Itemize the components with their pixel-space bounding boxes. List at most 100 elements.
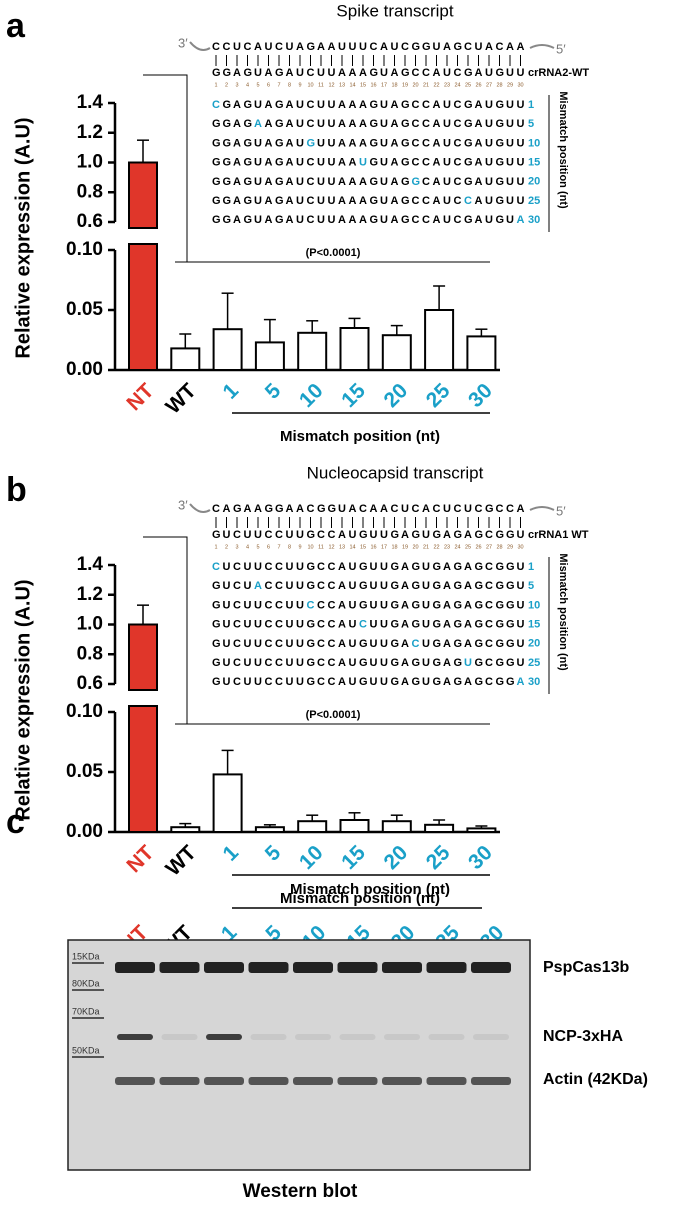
y-axis-title: Relative expression (A.U) <box>12 579 34 820</box>
blot-caption: Western blot <box>243 1181 358 1202</box>
end-label: 3′ <box>178 497 188 512</box>
bar <box>212 328 243 372</box>
bar <box>297 331 328 371</box>
band <box>115 1077 155 1085</box>
position-number: 5 <box>256 544 259 550</box>
annotation: (P<0.0001) <box>306 709 361 721</box>
mismatch-position: 10 <box>528 137 540 149</box>
band-label: NCP-3xHA <box>543 1028 623 1045</box>
position-number: 29 <box>507 82 513 88</box>
position-number: 18 <box>391 82 397 88</box>
y-tick-label: 0.10 <box>66 239 103 260</box>
y-tick-label: 0.05 <box>66 761 103 782</box>
position-number: 2 <box>225 82 228 88</box>
blot <box>67 939 531 1171</box>
x-tick-label: 20 <box>379 379 412 412</box>
strand <box>189 41 211 51</box>
y-tick-label: 0.6 <box>77 211 103 232</box>
bar <box>339 819 370 833</box>
band <box>473 1034 509 1040</box>
position-number: 22 <box>433 82 439 88</box>
position-number: 19 <box>402 82 408 88</box>
y-tick-label: 1.2 <box>77 122 103 143</box>
band <box>248 962 289 973</box>
x-tick-label: 5 <box>261 379 286 404</box>
band <box>382 1077 422 1085</box>
position-number: 28 <box>496 544 502 550</box>
position-number: 30 <box>517 82 523 88</box>
bracket <box>143 536 188 724</box>
position-number: 7 <box>277 544 280 550</box>
mismatch-position: 1 <box>528 561 534 573</box>
y-tick-label: 0.8 <box>77 643 103 664</box>
position-number: 27 <box>486 82 492 88</box>
chart-title: Spike transcript <box>336 1 453 20</box>
panel-label: c <box>6 803 25 841</box>
x-tick-label: WT <box>161 379 200 418</box>
strand <box>189 503 211 513</box>
position-number: 28 <box>496 82 502 88</box>
position-number: 14 <box>349 544 355 550</box>
mismatch-position: 20 <box>528 638 540 650</box>
y-tick-label: 0.6 <box>77 673 103 694</box>
position-number: 30 <box>517 544 523 550</box>
band <box>471 962 511 973</box>
x-tick-label: 25 <box>422 379 455 412</box>
bar <box>339 327 370 371</box>
position-number: 29 <box>507 544 513 550</box>
position-number: 3 <box>235 82 238 88</box>
bar <box>128 243 158 371</box>
position-number: 7 <box>277 82 280 88</box>
position-number: 24 <box>454 544 460 550</box>
x-tick-label: NT <box>122 379 158 415</box>
bar <box>128 705 158 833</box>
guide-name: crRNA1 WT <box>528 529 589 541</box>
band <box>295 1034 331 1040</box>
band <box>250 1034 287 1040</box>
position-number: 26 <box>475 544 481 550</box>
position-number: 17 <box>381 82 387 88</box>
bar <box>170 347 201 371</box>
position-number: 15 <box>360 82 366 88</box>
mismatch-position: 15 <box>528 619 540 631</box>
position-number: 2 <box>225 544 228 550</box>
band <box>339 1034 376 1040</box>
band <box>471 1077 511 1085</box>
axis-break <box>126 229 160 243</box>
band <box>382 962 422 973</box>
y-tick-label: 1.4 <box>77 92 104 113</box>
position-number: 4 <box>246 544 249 550</box>
mismatch-position: 1 <box>528 99 534 111</box>
position-number: 4 <box>246 82 249 88</box>
mismatch-position: 30 <box>528 676 540 688</box>
bar <box>381 820 412 834</box>
bar <box>466 335 497 371</box>
band <box>117 1034 153 1040</box>
mismatch-position: 25 <box>528 657 540 669</box>
y-tick-label: 0.10 <box>66 701 103 722</box>
panel-label: a <box>6 7 26 45</box>
position-number: 10 <box>307 82 313 88</box>
mismatch-position: 10 <box>528 599 540 611</box>
x-tick-label: NT <box>122 841 158 877</box>
blot-header: Mismatch position (nt) <box>290 881 450 898</box>
strand <box>529 44 555 49</box>
panel-label: b <box>6 471 27 509</box>
position-number: 1 <box>214 544 217 550</box>
position-number: 18 <box>391 544 397 550</box>
bar <box>128 623 158 691</box>
position-number: 3 <box>235 544 238 550</box>
band <box>206 1034 242 1040</box>
position-number: 9 <box>298 544 301 550</box>
